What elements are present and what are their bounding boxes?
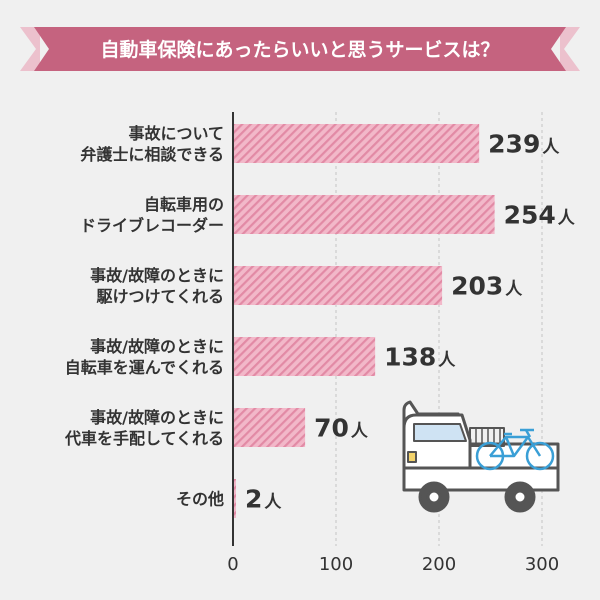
value-label: 239 人	[488, 130, 560, 159]
category-label: 事故/故障のときに	[90, 337, 224, 356]
value-label: 203 人	[451, 272, 523, 301]
value-unit: 人	[505, 280, 523, 300]
value-number: 203	[451, 272, 503, 301]
bar	[233, 408, 306, 447]
category-label: 弁護士に相談できる	[80, 145, 224, 164]
bar	[233, 195, 495, 234]
x-tick-label: 100	[319, 554, 353, 575]
value-number: 70	[314, 414, 349, 443]
chart-title: 自動車保険にあったらいいと思うサービスは？	[100, 38, 499, 61]
value-label: 138 人	[384, 343, 456, 372]
x-tick-label: 0	[227, 554, 238, 575]
category-label: ドライブレコーダー	[80, 216, 224, 235]
x-tick-label: 300	[525, 554, 559, 575]
value-unit: 人	[351, 422, 369, 442]
value-unit: 人	[558, 209, 576, 229]
value-unit: 人	[264, 493, 282, 513]
value-unit: 人	[542, 138, 560, 158]
bars	[233, 124, 495, 518]
category-label: 代車を手配してくれる	[64, 429, 224, 448]
value-number: 2	[245, 485, 262, 514]
value-label: 254 人	[504, 201, 576, 230]
bar	[233, 124, 480, 163]
value-number: 138	[384, 343, 436, 372]
category-labels: 事故について弁護士に相談できる自転車用のドライブレコーダー事故/故障のときに駆け…	[64, 124, 224, 509]
category-label: 事故について	[128, 124, 224, 143]
category-label: 事故/故障のときに	[90, 266, 224, 285]
title-banner: 自動車保険にあったらいいと思うサービスは？	[20, 27, 580, 71]
bar	[233, 479, 236, 518]
x-axis-ticks: 0 100 200 300	[227, 554, 559, 575]
bar	[233, 266, 443, 305]
bar	[233, 337, 376, 376]
pickup-truck-with-bicycle-icon	[402, 400, 560, 513]
category-label: その他	[176, 490, 224, 509]
value-number: 254	[504, 201, 556, 230]
category-label: 駆けつけてくれる	[96, 287, 224, 306]
value-unit: 人	[438, 351, 456, 371]
x-tick-label: 200	[422, 554, 456, 575]
value-label: 70 人	[314, 414, 369, 443]
category-label: 事故/故障のときに	[90, 408, 224, 427]
category-label: 自転車用の	[144, 195, 224, 214]
category-label: 自転車を運んでくれる	[65, 358, 224, 377]
value-number: 239	[488, 130, 540, 159]
